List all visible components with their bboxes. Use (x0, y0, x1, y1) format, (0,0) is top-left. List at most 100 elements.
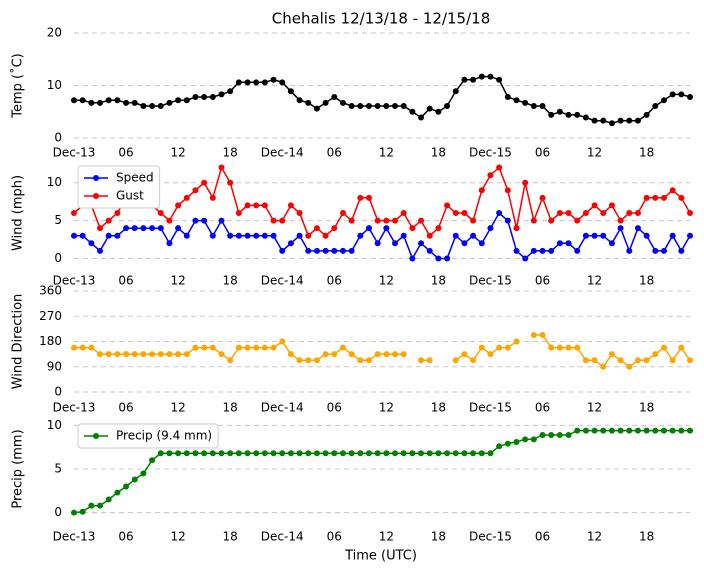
data-point (114, 232, 121, 239)
data-point (201, 94, 208, 101)
data-point (660, 344, 667, 351)
x-tick-label: 06 (535, 274, 550, 288)
data-point (426, 450, 433, 457)
data-point (105, 351, 112, 358)
y-tick-label: 0 (54, 505, 62, 519)
data-point (565, 210, 572, 216)
data-point (374, 102, 381, 109)
data-point (530, 332, 537, 339)
data-point (539, 247, 546, 254)
data-point (617, 225, 624, 232)
x-tick-label: Dec-13 (53, 530, 96, 544)
data-point (487, 225, 494, 232)
x-tick-label: 12 (379, 401, 394, 415)
data-point (71, 344, 77, 351)
data-point (348, 450, 355, 457)
data-point (244, 344, 251, 351)
data-point (339, 247, 346, 254)
data-point (218, 351, 225, 358)
data-point (461, 450, 468, 457)
data-point (643, 427, 650, 434)
data-point (287, 450, 294, 457)
data-point (513, 97, 520, 104)
y-axis-label: Temp (˚C) (10, 53, 26, 119)
data-point (131, 225, 138, 232)
y-tick-label: 270 (39, 309, 62, 323)
data-point (565, 431, 572, 438)
data-point (149, 102, 156, 109)
data-point (322, 232, 329, 239)
data-point (461, 351, 468, 358)
x-tick-label: 18 (431, 146, 446, 160)
data-point (261, 79, 268, 86)
data-point (478, 187, 485, 194)
data-point (71, 210, 77, 216)
data-point (530, 436, 537, 443)
data-point (678, 427, 685, 434)
data-point (287, 351, 294, 358)
data-point (227, 179, 234, 186)
data-point (270, 344, 277, 351)
y-tick-label: 5 (54, 462, 62, 476)
data-point (313, 357, 320, 364)
data-point (574, 217, 581, 224)
data-point (400, 232, 407, 239)
data-point (339, 344, 346, 351)
data-point (365, 194, 372, 201)
data-point (591, 232, 598, 239)
data-point (313, 225, 320, 232)
data-point (678, 194, 685, 201)
data-point (192, 187, 199, 194)
data-point (591, 202, 598, 209)
x-tick-label: 06 (535, 530, 550, 544)
data-point (88, 502, 95, 509)
data-point (617, 427, 624, 434)
data-point (114, 489, 121, 496)
data-point (582, 427, 589, 434)
data-point (409, 225, 416, 232)
data-point (79, 508, 86, 515)
data-point (331, 247, 338, 254)
data-point (660, 427, 667, 434)
data-point (383, 450, 390, 457)
data-point (227, 450, 234, 457)
data-point (253, 232, 260, 239)
data-point (218, 217, 225, 224)
data-point (643, 111, 650, 118)
data-point (539, 102, 546, 109)
x-axis-label: Time (UTC) (344, 549, 417, 564)
data-point (444, 255, 451, 262)
data-point (548, 217, 555, 224)
data-point (105, 217, 112, 224)
data-point (235, 450, 242, 457)
data-point (227, 357, 234, 364)
data-point (444, 102, 451, 109)
data-point (617, 217, 624, 224)
data-point (478, 240, 485, 247)
data-point (183, 194, 190, 201)
data-point (608, 240, 615, 247)
x-tick-label: 12 (170, 530, 185, 544)
data-point (114, 97, 121, 104)
data-point (392, 102, 399, 109)
data-point (435, 225, 442, 232)
data-point (669, 357, 676, 364)
data-point (634, 427, 641, 434)
y-axis-label: Wind Direction (11, 294, 26, 390)
data-point (140, 225, 147, 232)
data-point (287, 202, 294, 209)
x-tick-label: 12 (587, 401, 602, 415)
x-tick-label: Dec-13 (53, 146, 96, 160)
data-point (669, 232, 676, 239)
data-point (565, 344, 572, 351)
data-point (452, 450, 459, 457)
data-point (183, 450, 190, 457)
series-line (74, 211, 691, 261)
data-point (244, 202, 251, 209)
data-point (669, 91, 676, 98)
data-point (157, 210, 164, 216)
x-tick-label: 18 (223, 146, 238, 160)
data-point (487, 73, 494, 80)
data-point (296, 357, 303, 364)
data-point (218, 164, 225, 171)
